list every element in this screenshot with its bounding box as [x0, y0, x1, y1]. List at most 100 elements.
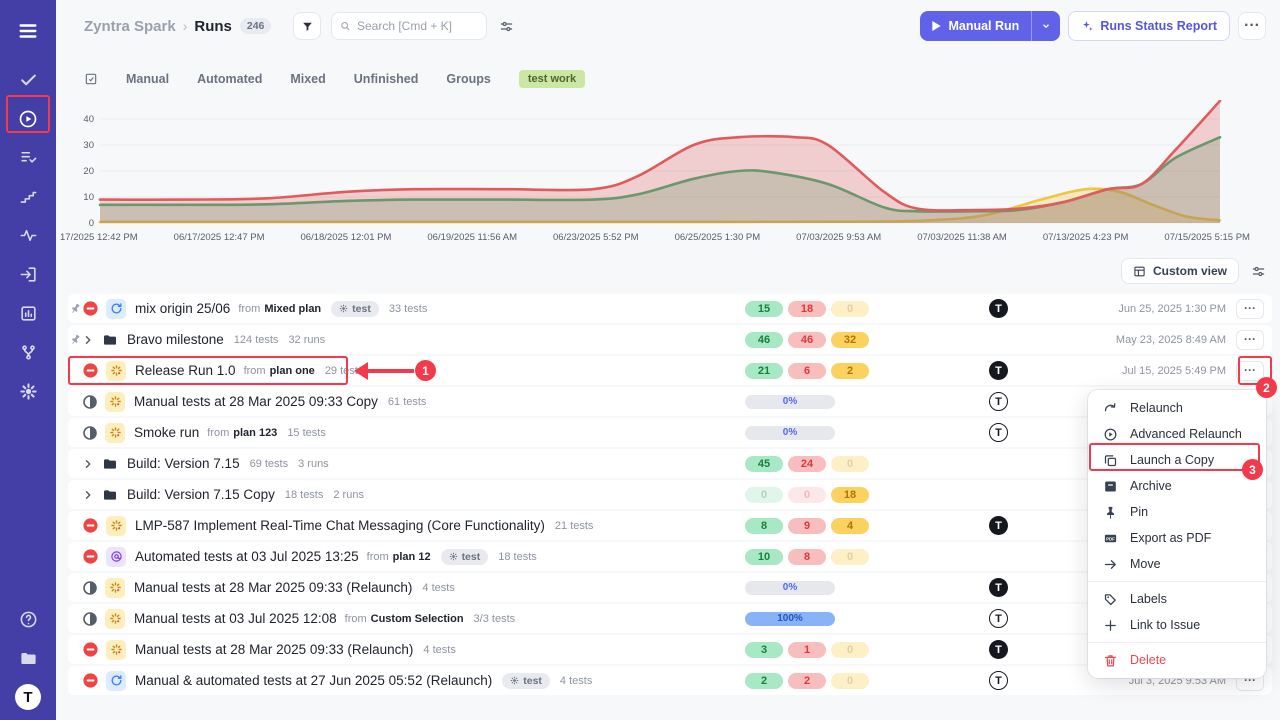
plan-name[interactable]: plan 123	[233, 426, 278, 439]
from-label: from	[207, 426, 230, 439]
sidebar-item-integrations-branch[interactable]	[0, 333, 56, 372]
menu-item-relaunch[interactable]: Relaunch	[1088, 395, 1266, 421]
run-title[interactable]: Manual tests at 28 Mar 2025 09:33 (Relau…	[135, 642, 414, 657]
assignee-avatar[interactable]: T	[989, 299, 1008, 318]
assignee-avatar[interactable]: T	[989, 609, 1008, 628]
run-title[interactable]: Smoke run	[134, 425, 200, 440]
list-settings-icon[interactable]	[1251, 264, 1266, 279]
assignee-avatar[interactable]: T	[989, 423, 1008, 442]
assignee-avatar[interactable]: T	[989, 392, 1008, 411]
runs-status-report-button[interactable]: Runs Status Report	[1068, 11, 1230, 41]
user-avatar[interactable]: T	[15, 684, 41, 710]
run-row-10[interactable]: Manual tests at 28 Mar 2025 09:33 (Relau…	[68, 573, 1272, 602]
row-more-button[interactable]: ···	[1236, 329, 1264, 350]
run-row-13[interactable]: Manual & automated tests at 27 Jun 2025 …	[68, 666, 1272, 695]
saved-views-icon[interactable]	[84, 72, 98, 86]
hamburger-menu-icon[interactable]	[17, 20, 39, 42]
view-tabs: Manual Automated Mixed Unfinished Groups tes…	[84, 70, 586, 88]
sidebar-item-requirements-import[interactable]	[0, 255, 56, 294]
plan-name[interactable]: Mixed plan	[264, 302, 322, 315]
assignee-avatar[interactable]: T	[989, 578, 1008, 597]
header-more-button[interactable]: ···	[1238, 12, 1266, 40]
plan-name[interactable]: Custom Selection	[370, 612, 464, 625]
breadcrumb-project[interactable]: Zyntra Spark	[84, 17, 176, 35]
projects-folder-icon[interactable]	[0, 639, 56, 678]
run-title[interactable]: Automated tests at 03 Jul 2025 13:25	[135, 549, 359, 564]
badge-failed: 46	[788, 331, 826, 348]
run-title[interactable]: Build: Version 7.15 Copy	[127, 487, 275, 502]
assignee-avatar[interactable]: T	[989, 640, 1008, 659]
sidebar-item-test-plans[interactable]	[0, 138, 56, 177]
manual-run-dropdown[interactable]	[1031, 11, 1060, 41]
run-row-3[interactable]: Release Run 1.0 from plan one 29 tests 21 6 2 T…	[68, 356, 1272, 385]
chart-y-tick: 40	[83, 114, 94, 125]
run-date: May 23, 2025 8:49 AM	[1115, 333, 1226, 346]
chevron-right-icon[interactable]	[82, 334, 94, 346]
tab-mixed[interactable]: Mixed	[290, 72, 326, 86]
run-row-2[interactable]: Bravo milestone 124 tests 32 runs 46 46 32 May…	[68, 325, 1272, 354]
tab-automated[interactable]: Automated	[197, 72, 263, 86]
run-row-7[interactable]: Build: Version 7.15 Copy 18 tests 2 runs 0 0…	[68, 480, 1272, 509]
menu-item-labels[interactable]: Labels	[1088, 586, 1266, 612]
row-more-button[interactable]: ···	[1236, 360, 1264, 381]
sidebar-item-defects-pulse[interactable]	[0, 216, 56, 255]
status-blocked-icon	[82, 641, 99, 658]
chevron-right-icon[interactable]	[82, 489, 94, 501]
search-settings-icon[interactable]	[499, 19, 514, 34]
filter-button[interactable]	[293, 12, 322, 40]
help-icon[interactable]	[0, 600, 56, 639]
run-title[interactable]: Build: Version 7.15	[127, 456, 240, 471]
menu-item-link-to-issue[interactable]: Link to Issue	[1088, 612, 1266, 638]
menu-item-export-as-pdf[interactable]: PDF Export as PDF	[1088, 525, 1266, 551]
manual-run-split-button[interactable]: Manual Run	[920, 11, 1061, 41]
tab-unfinished[interactable]: Unfinished	[353, 72, 419, 86]
tab-manual[interactable]: Manual	[126, 72, 170, 86]
assignee-avatar[interactable]: T	[989, 361, 1008, 380]
run-title[interactable]: Manual tests at 03 Jul 2025 12:08	[134, 611, 337, 626]
sidebar-item-checkmark[interactable]	[0, 60, 56, 99]
tag-test[interactable]: test	[331, 300, 379, 317]
menu-item-move[interactable]: Move	[1088, 551, 1266, 577]
menu-item-advanced-relaunch[interactable]: Advanced Relaunch	[1088, 421, 1266, 447]
tests-count: 18 tests	[498, 550, 537, 563]
tab-groups[interactable]: Groups	[446, 72, 491, 86]
filter-tag-test-work[interactable]: test work	[518, 70, 586, 88]
run-title[interactable]: Manual tests at 28 Mar 2025 09:33 Copy	[134, 394, 378, 409]
menu-item-pin[interactable]: Pin	[1088, 499, 1266, 525]
menu-item-delete[interactable]: Delete	[1088, 647, 1266, 673]
search-box[interactable]	[331, 12, 488, 40]
run-title[interactable]: LMP-587 Implement Real-Time Chat Messagi…	[135, 518, 545, 533]
menu-item-archive[interactable]: Archive	[1088, 473, 1266, 499]
chevron-right-icon[interactable]	[82, 458, 94, 470]
assignee-avatar[interactable]: T	[989, 671, 1008, 690]
run-row-1[interactable]: mix origin 25/06 from Mixed plan test 33 tes…	[68, 294, 1272, 323]
sidebar-item-runs-play[interactable]	[0, 99, 56, 138]
run-type-manual-icon	[105, 391, 125, 412]
sidebar-item-milestones-steps[interactable]	[0, 177, 56, 216]
result-badges: 21 6 2	[745, 362, 869, 379]
run-title[interactable]: mix origin 25/06	[135, 301, 231, 316]
menu-item-launch-a-copy[interactable]: Launch a Copy	[1088, 447, 1266, 473]
sidebar-item-settings-gear[interactable]	[0, 372, 56, 411]
archive-icon	[1103, 479, 1119, 494]
tag-test[interactable]: test	[502, 672, 550, 689]
result-badges: 46 46 32	[745, 331, 869, 348]
tag-test[interactable]: test	[440, 548, 489, 565]
row-more-button[interactable]: ···	[1236, 298, 1264, 319]
sidebar-item-reports-chart[interactable]	[0, 294, 56, 333]
run-title[interactable]: Manual & automated tests at 27 Jun 2025 …	[135, 673, 493, 688]
search-input[interactable]	[356, 19, 479, 33]
run-row-8[interactable]: LMP-587 Implement Real-Time Chat Messagi…	[68, 511, 1272, 540]
chart-x-tick: 06/18/2025 12:01 PM	[300, 232, 392, 243]
run-title[interactable]: Manual tests at 28 Mar 2025 09:33 (Relau…	[134, 580, 413, 595]
run-title[interactable]: Bravo milestone	[127, 332, 224, 347]
plan-name[interactable]: plan 12	[392, 550, 431, 563]
assignee-avatar[interactable]: T	[989, 516, 1008, 535]
run-row-4[interactable]: Manual tests at 28 Mar 2025 09:33 Copy 61…	[68, 387, 1272, 416]
run-row-9[interactable]: Automated tests at 03 Jul 2025 13:25 from…	[68, 542, 1272, 571]
run-title[interactable]: Release Run 1.0	[135, 363, 236, 378]
custom-view-button[interactable]: Custom view	[1120, 258, 1239, 284]
plan-name[interactable]: plan one	[269, 364, 315, 377]
